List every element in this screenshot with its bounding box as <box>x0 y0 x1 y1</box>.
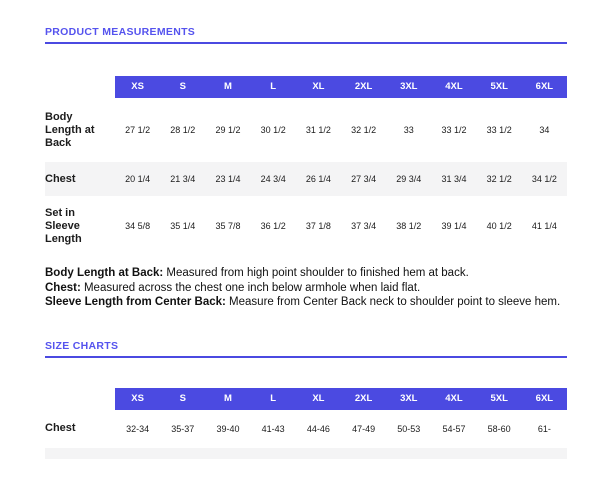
measurement-cell: 29 1/2 <box>215 125 241 135</box>
measurement-cell: 39 1/4 <box>441 221 467 231</box>
size-column-header: 2XL <box>341 76 387 98</box>
measurement-cell: 41-43 <box>261 423 285 434</box>
size-column-header: L <box>250 76 296 98</box>
measurement-cell: 26 1/4 <box>305 174 331 184</box>
note-lead: Body Length at Back: <box>45 267 164 279</box>
measurement-cell: 41 1/4 <box>531 221 557 231</box>
measurement-cell: 24 3/4 <box>260 174 286 184</box>
measurement-cell: 27 1/2 <box>125 125 151 135</box>
note-lead: Chest: <box>45 281 81 294</box>
size-column-header: XS <box>115 76 161 98</box>
measurement-cell: 28 1/2 <box>170 125 196 135</box>
size-column-header: 6XL <box>521 387 567 410</box>
size-column-header: 4XL <box>431 387 477 410</box>
empty-alt-row <box>45 447 567 459</box>
measurement-cell: 34 1/2 <box>531 174 557 184</box>
note-text: Measured across the chest one inch below… <box>80 281 421 294</box>
size-column-header: XL <box>295 387 341 410</box>
note-chest: Chest: Measured across the chest one inc… <box>45 281 567 296</box>
measurement-cell: 30 1/2 <box>260 125 286 135</box>
measurement-cell: 21 3/4 <box>170 174 196 184</box>
size-column-header: S <box>160 387 206 410</box>
size-column-header: XL <box>295 76 341 98</box>
measurement-cell: 35 7/8 <box>215 221 241 231</box>
title-underline <box>45 355 567 358</box>
measurement-cell: 37 1/8 <box>305 221 331 231</box>
size-header-row: XS S M L XL 2XL 3XL 4XL 5XL 6XL <box>45 387 567 410</box>
measurement-cell: 33 1/2 <box>441 125 467 135</box>
table-row-chest: Chest 20 1/4 21 3/4 23 1/4 24 3/4 26 1/4… <box>45 162 567 196</box>
product-measurements-title: PRODUCT MEASUREMENTS <box>45 26 196 38</box>
size-column-header: XS <box>115 387 161 410</box>
size-column-header: 3XL <box>386 387 432 410</box>
size-charts-table: XS S M L XL 2XL 3XL 4XL 5XL 6XL Chest 32… <box>45 387 567 459</box>
measurement-cell: 37 3/4 <box>351 221 377 231</box>
measurement-cell: 32-34 <box>126 423 150 434</box>
size-column-header: M <box>205 76 251 98</box>
measurement-cell: 47-49 <box>352 423 376 434</box>
measurement-notes: Body Length at Back: Measured from high … <box>45 266 567 310</box>
measurement-cell: 40 1/2 <box>486 221 512 231</box>
measurement-cell: 32 1/2 <box>351 125 377 135</box>
size-column-header: 4XL <box>431 76 477 98</box>
size-column-header: L <box>250 387 296 410</box>
measurement-cell: 23 1/4 <box>215 174 241 184</box>
row-label: Chest <box>45 172 76 185</box>
row-label: Body Length at Back <box>45 110 95 149</box>
measurement-cell: 35 1/4 <box>170 221 196 231</box>
measurement-cell: 50-53 <box>397 423 421 434</box>
measurement-cell: 20 1/4 <box>125 174 151 184</box>
size-column-header: 5XL <box>476 76 522 98</box>
measurement-cell: 31 1/2 <box>305 125 331 135</box>
table-row-sleeve-length: Set in Sleeve Length 34 5/8 35 1/4 35 7/… <box>45 196 567 256</box>
row-label: Chest <box>45 422 76 434</box>
measurement-cell: 31 3/4 <box>441 174 467 184</box>
measurement-cell: 38 1/2 <box>396 221 422 231</box>
note-text: Measured from high point shoulder to fin… <box>163 267 469 279</box>
size-column-header: M <box>205 387 251 410</box>
row-label: Set in Sleeve Length <box>45 206 82 245</box>
measurement-cell: 44-46 <box>306 423 330 434</box>
measurement-cell: 27 3/4 <box>351 174 377 184</box>
measurement-cell: 54-57 <box>442 423 466 434</box>
table-row-chest-range: Chest 32-34 35-37 39-40 41-43 44-46 47-4… <box>45 410 567 448</box>
note-lead: Sleeve Length from Center Back: <box>45 296 226 308</box>
title-underline <box>45 42 567 44</box>
measurement-cell: 29 3/4 <box>396 174 422 184</box>
size-column-header: 5XL <box>476 387 522 410</box>
table-row-body-length: Body Length at Back 27 1/2 28 1/2 29 1/2… <box>45 98 567 162</box>
size-header-row: XS S M L XL 2XL 3XL 4XL 5XL 6XL <box>45 76 567 98</box>
note-text: Measure from Center Back neck to shoulde… <box>225 296 561 308</box>
measurement-cell: 61- <box>537 423 551 434</box>
measurement-cell: 34 <box>539 125 550 135</box>
size-column-header: 3XL <box>386 76 432 98</box>
measurement-cell: 36 1/2 <box>260 221 286 231</box>
measurement-cell: 34 5/8 <box>125 221 151 231</box>
measurement-cell: 33 1/2 <box>486 125 512 135</box>
size-column-header: 6XL <box>521 76 567 98</box>
size-charts-title: SIZE CHARTS <box>45 339 119 352</box>
size-column-header: 2XL <box>341 387 387 410</box>
note-sleeve-length: Sleeve Length from Center Back: Measure … <box>45 295 567 310</box>
measurement-cell: 32 1/2 <box>486 174 512 184</box>
measurement-cell: 33 <box>403 125 414 135</box>
measurement-cell: 39-40 <box>216 423 240 434</box>
product-measurements-table: XS S M L XL 2XL 3XL 4XL 5XL 6XL Body Len… <box>45 76 567 256</box>
size-column-header: S <box>160 76 206 98</box>
measurement-cell: 58-60 <box>487 423 511 434</box>
measurement-cell: 35-37 <box>171 423 195 434</box>
note-body-length: Body Length at Back: Measured from high … <box>45 266 567 281</box>
